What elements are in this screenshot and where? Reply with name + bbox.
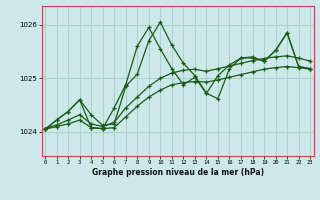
X-axis label: Graphe pression niveau de la mer (hPa): Graphe pression niveau de la mer (hPa) <box>92 168 264 177</box>
